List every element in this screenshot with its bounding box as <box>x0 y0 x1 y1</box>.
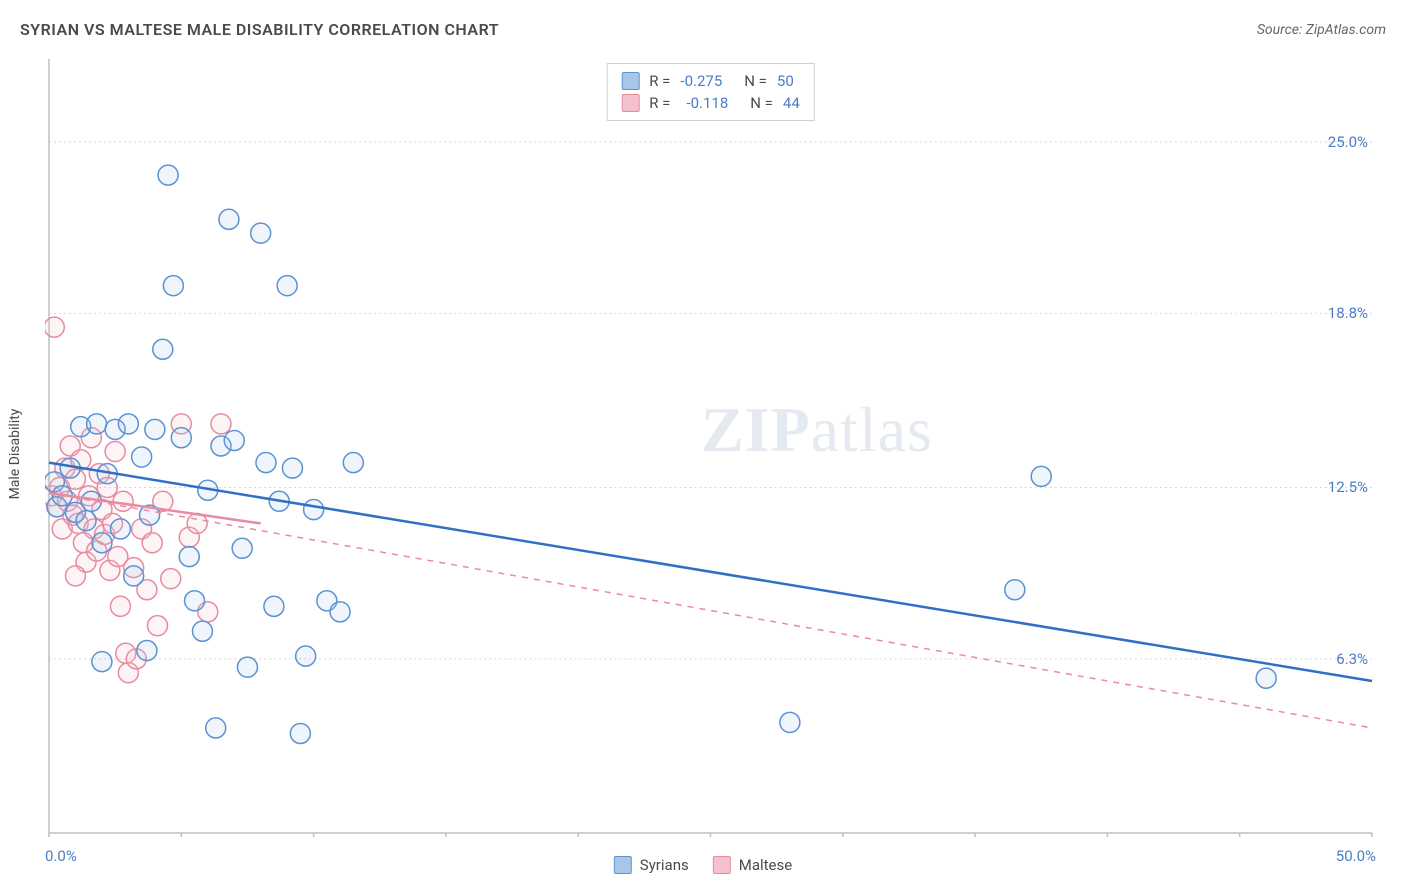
legend-item-syrians: Syrians <box>614 856 689 874</box>
stats-row-syrians: R = -0.275 N = 50 <box>621 70 800 92</box>
stats-swatch-maltese <box>621 94 639 112</box>
y-tick-label: 25.0% <box>1328 133 1368 151</box>
legend: Syrians Maltese <box>614 856 792 874</box>
y-axis-label: Male Disability <box>7 409 23 500</box>
chart-title: SYRIAN VS MALTESE MALE DISABILITY CORREL… <box>20 20 499 39</box>
x-axis-min-label: 0.0% <box>45 847 77 865</box>
stats-r-maltese: -0.118 <box>686 94 728 112</box>
scatter-plot <box>45 55 1376 837</box>
x-axis-max-label: 50.0% <box>1336 847 1376 865</box>
y-tick-label: 12.5% <box>1328 478 1368 496</box>
stats-n-syrians: 50 <box>777 72 794 90</box>
legend-swatch-syrians <box>614 856 632 874</box>
correlation-stats-box: R = -0.275 N = 50 R = -0.118 N = 44 <box>606 63 815 121</box>
y-tick-label: 18.8% <box>1328 304 1368 322</box>
legend-label-maltese: Maltese <box>739 856 792 874</box>
chart-header: SYRIAN VS MALTESE MALE DISABILITY CORREL… <box>20 20 1386 39</box>
stats-swatch-syrians <box>621 72 639 90</box>
legend-item-maltese: Maltese <box>713 856 792 874</box>
stats-r-syrians: -0.275 <box>680 72 722 90</box>
legend-swatch-maltese <box>713 856 731 874</box>
chart-source: Source: ZipAtlas.com <box>1257 22 1386 38</box>
legend-label-syrians: Syrians <box>640 856 689 874</box>
chart-area: Male Disability 6.3%12.5%18.8%25.0% 0.0%… <box>45 55 1376 837</box>
stats-n-maltese: 44 <box>783 94 800 112</box>
stats-row-maltese: R = -0.118 N = 44 <box>621 92 800 114</box>
y-tick-label: 6.3% <box>1336 650 1368 668</box>
